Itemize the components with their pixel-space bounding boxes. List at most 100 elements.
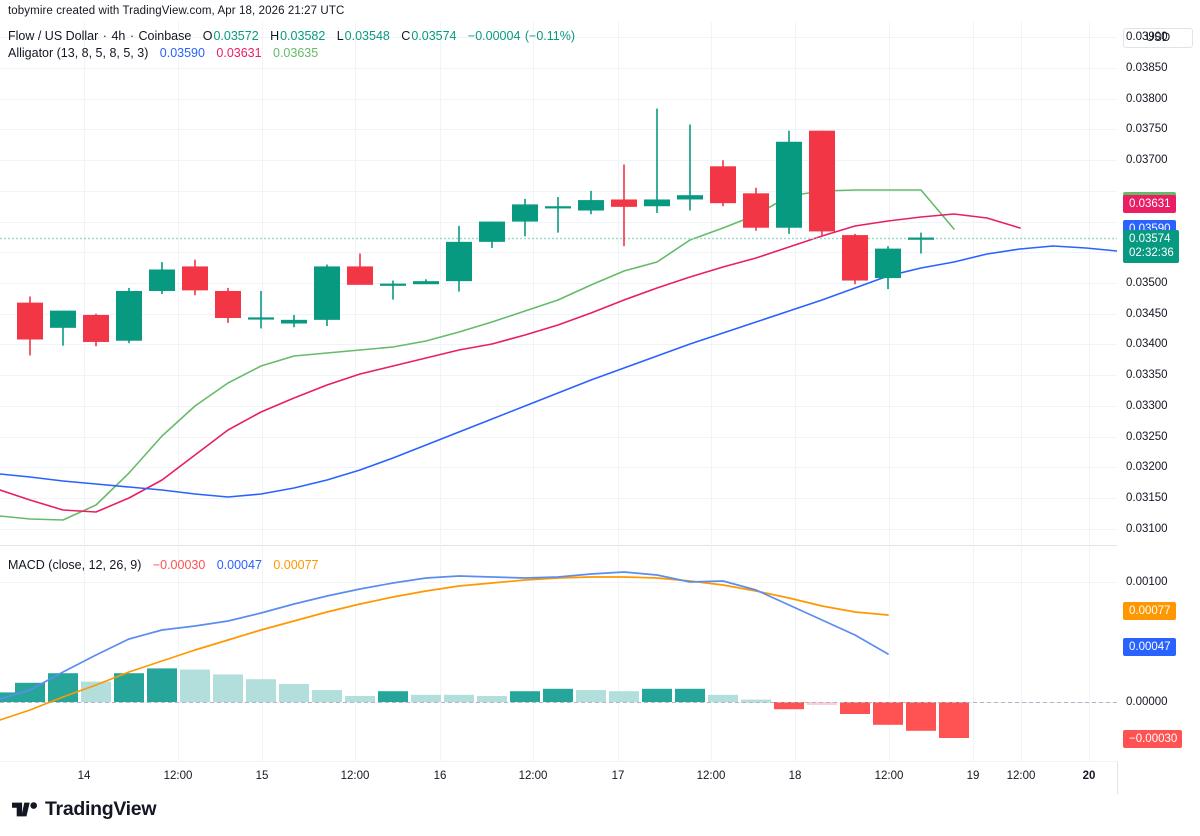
macd-histogram-bar[interactable] [411, 694, 441, 702]
macd-histogram-bar[interactable] [345, 696, 375, 702]
macd-line [0, 571, 889, 700]
candle[interactable] [512, 198, 538, 237]
macd-histogram-bar[interactable] [840, 702, 870, 714]
candle-body [248, 317, 274, 320]
macd-histogram-bar[interactable] [906, 702, 936, 731]
macd-signal-badge[interactable]: 0.00077 [1123, 601, 1176, 620]
candle-body [677, 195, 703, 200]
alligator-teeth-price-badge[interactable]: 0.03631 [1123, 194, 1176, 213]
time-axis-tick: 17 [611, 770, 625, 782]
candle[interactable] [413, 279, 439, 285]
candle-body [776, 141, 802, 228]
candle-body [281, 319, 307, 324]
time-axis[interactable]: 14 12:00 15 12:00 16 12:00 17 12:00 18 12:00 19 12:… [0, 762, 1200, 794]
candle[interactable] [545, 197, 571, 233]
macd-line-badge[interactable]: 0.00047 [1123, 637, 1176, 656]
macd-histogram-bar[interactable] [279, 684, 309, 702]
macd-histogram-bar[interactable] [510, 691, 540, 702]
macd-histogram-bar[interactable] [708, 694, 738, 702]
macd-histogram-bar[interactable] [576, 690, 606, 702]
footer-branding[interactable]: TradingView [12, 798, 157, 821]
candle-body [314, 266, 340, 320]
candle[interactable] [611, 164, 637, 247]
macd-histogram-bar[interactable] [213, 674, 243, 702]
candle[interactable] [248, 290, 274, 329]
macd-histogram-bar[interactable] [81, 681, 111, 702]
macd-histogram-bar[interactable] [15, 682, 45, 702]
macd-histogram-bar[interactable] [147, 668, 177, 702]
macd-histogram-bar[interactable] [609, 691, 639, 702]
current-price-badge[interactable]: 0.03574 02:32:36 [1123, 229, 1179, 263]
macd-histogram-bar[interactable] [543, 688, 573, 702]
candle-body [347, 266, 373, 285]
candle[interactable] [743, 187, 769, 231]
price-axis-tick: 0.03800 [1126, 92, 1168, 105]
tradingview-wordmark: TradingView [45, 798, 157, 820]
macd-histogram-bar[interactable] [246, 679, 276, 702]
candle[interactable] [116, 287, 142, 344]
candle[interactable] [908, 232, 934, 254]
macd-histogram-bar[interactable] [642, 688, 672, 702]
candle[interactable] [281, 314, 307, 328]
macd-histogram-bar[interactable] [675, 688, 705, 702]
macd-histogram-bar[interactable] [180, 669, 210, 702]
macd-histogram-bar[interactable] [807, 702, 837, 705]
candle-body [215, 290, 241, 319]
price-axis-tick: 0.03850 [1126, 62, 1168, 75]
candle[interactable] [446, 225, 472, 292]
candle[interactable] [677, 124, 703, 211]
candle-body [512, 204, 538, 222]
price-axis[interactable]: USD 0.03900 0.03850 0.03800 0.03750 0.03700 0… [1117, 22, 1200, 762]
currency-badge[interactable]: USD [1123, 28, 1193, 48]
macd-chart-pane[interactable] [0, 546, 1117, 762]
candle-body [83, 314, 109, 342]
candle[interactable] [479, 221, 505, 248]
macd-histogram-bar[interactable] [741, 699, 771, 703]
macd-histogram-bar[interactable] [312, 690, 342, 702]
macd-axis-tick: 0.00000 [1126, 696, 1168, 708]
price-axis-tick: 0.03750 [1126, 123, 1168, 136]
candle[interactable] [644, 108, 670, 213]
price-chart-pane[interactable] [0, 22, 1117, 544]
candle-body [116, 290, 142, 341]
macd-histogram-bar[interactable] [0, 692, 23, 702]
candle[interactable] [215, 287, 241, 323]
candle-body [809, 130, 835, 232]
candle[interactable] [809, 130, 835, 236]
candle[interactable] [182, 259, 208, 296]
price-axis-tick: 0.03200 [1126, 461, 1168, 474]
tradingview-logo-icon [12, 802, 37, 817]
candle[interactable] [710, 160, 736, 207]
candle-body [545, 206, 571, 209]
macd-histogram-bar[interactable] [444, 694, 474, 702]
pane-divider [0, 545, 1117, 546]
bar-countdown-timer: 02:32:36 [1129, 246, 1174, 259]
macd-hist-badge[interactable]: −0.00030 [1123, 730, 1183, 748]
macd-histogram-bar[interactable] [378, 691, 408, 702]
macd-histogram-bar[interactable] [939, 702, 969, 738]
candle[interactable] [380, 280, 406, 300]
candle-body [380, 283, 406, 286]
macd-histogram-bar[interactable] [114, 673, 144, 702]
candle[interactable] [83, 313, 109, 347]
candle-body [479, 221, 505, 242]
candle[interactable] [149, 262, 175, 295]
candle[interactable] [776, 130, 802, 234]
macd-histogram-bar[interactable] [774, 702, 804, 710]
candle[interactable] [314, 264, 340, 326]
candle[interactable] [50, 310, 76, 346]
macd-chart-canvas [0, 546, 1117, 762]
candle[interactable] [875, 246, 901, 290]
alligator-lips-line [0, 245, 1117, 498]
candle[interactable] [578, 190, 604, 215]
macd-histogram-bar[interactable] [477, 696, 507, 702]
candle[interactable] [347, 253, 373, 285]
price-axis-tick: 0.03500 [1126, 277, 1168, 289]
candle[interactable] [842, 233, 868, 285]
time-axis-tick: 12:00 [163, 770, 193, 782]
macd-histogram-bar[interactable] [873, 702, 903, 725]
time-axis-vertical-divider [1117, 762, 1118, 794]
price-axis-tick: 0.03350 [1126, 369, 1168, 382]
price-axis-tick: 0.03900 [1126, 31, 1168, 44]
candle[interactable] [17, 296, 43, 356]
